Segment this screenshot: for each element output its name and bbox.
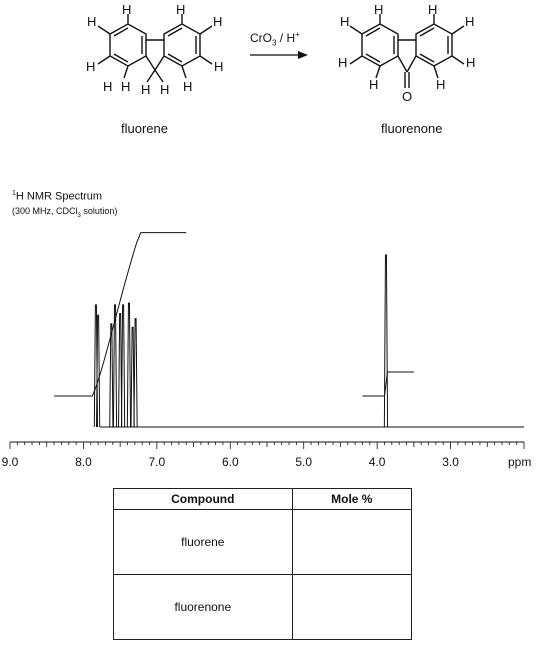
- atom-label-h: H: [214, 59, 224, 74]
- atom-label-h: H: [428, 2, 438, 17]
- table-row: fluorene: [113, 509, 413, 575]
- nmr-peak: [126, 302, 132, 428]
- atom-label-h: H: [160, 82, 170, 97]
- mole-percent-table: Compound Mole % fluorene fluorenone: [113, 488, 413, 640]
- nmr-peak: [130, 326, 135, 428]
- atom-label-h: H: [121, 79, 131, 94]
- fluorene-structure: [97, 14, 213, 83]
- x-tick-label: 8.0: [75, 455, 92, 469]
- integral-curve: [362, 371, 414, 397]
- reactant-name: fluorene: [121, 121, 168, 136]
- x-tick-label: 6.0: [222, 455, 239, 469]
- atom-label-h: H: [436, 77, 446, 92]
- reaction-arrow: [250, 51, 308, 59]
- nmr-peak: [96, 314, 101, 428]
- atom-label-h: H: [87, 14, 97, 29]
- compound-cell: fluorenone: [113, 574, 293, 640]
- compound-cell: fluorene: [113, 509, 293, 575]
- nmr-spectrum-plot: 9.0 8.0 7.0 6.0 5.0 4.0 3.0: [2, 232, 525, 469]
- x-tick-label: 4.0: [369, 455, 386, 469]
- atom-label-h: H: [213, 14, 223, 29]
- atom-label-h: H: [466, 55, 476, 70]
- atom-label-h: H: [465, 14, 475, 29]
- atom-label-h: H: [374, 2, 384, 17]
- atom-label-h: H: [141, 82, 151, 97]
- axis-unit: ppm: [508, 455, 532, 469]
- x-tick-label: 5.0: [295, 455, 312, 469]
- x-tick-label: 7.0: [149, 455, 166, 469]
- spectrum-title: 1H NMR Spectrum: [12, 190, 103, 203]
- atom-label-h: H: [122, 2, 132, 17]
- atom-label-o: O: [402, 89, 413, 104]
- atom-label-h: H: [176, 2, 186, 17]
- atom-label-h: H: [369, 77, 379, 92]
- mole-percent-cell[interactable]: [291, 509, 413, 575]
- nmr-peak: [109, 323, 114, 428]
- nmr-peak: [112, 304, 118, 428]
- atom-label-h: H: [183, 79, 193, 94]
- x-tick-label: 3.0: [442, 455, 459, 469]
- x-tick-label: 9.0: [2, 455, 19, 469]
- atom-label-h: H: [86, 59, 96, 74]
- fluorenone-structure: [349, 14, 465, 88]
- integral-curve: [54, 232, 187, 397]
- spectrum-conditions: (300 MHz, CDCl3 solution): [12, 206, 118, 219]
- atom-label-h: H: [340, 14, 350, 29]
- nmr-peak: [133, 318, 138, 428]
- table-header-row: Compound Mole %: [113, 488, 413, 510]
- nmr-peak: [118, 312, 123, 428]
- nmr-peak: [383, 254, 389, 428]
- reaction-scheme: [97, 14, 465, 88]
- nmr-peak: [120, 304, 126, 428]
- reagent-label: CrO3 / H+: [250, 30, 300, 48]
- product-name: fluorenone: [381, 121, 443, 136]
- atom-label-h: H: [103, 79, 113, 94]
- header-mole-percent: Mole %: [291, 488, 413, 510]
- atom-label-h: H: [338, 55, 348, 70]
- table-row: fluorenone: [113, 574, 413, 640]
- mole-percent-cell[interactable]: [291, 574, 413, 640]
- header-compound: Compound: [113, 488, 293, 510]
